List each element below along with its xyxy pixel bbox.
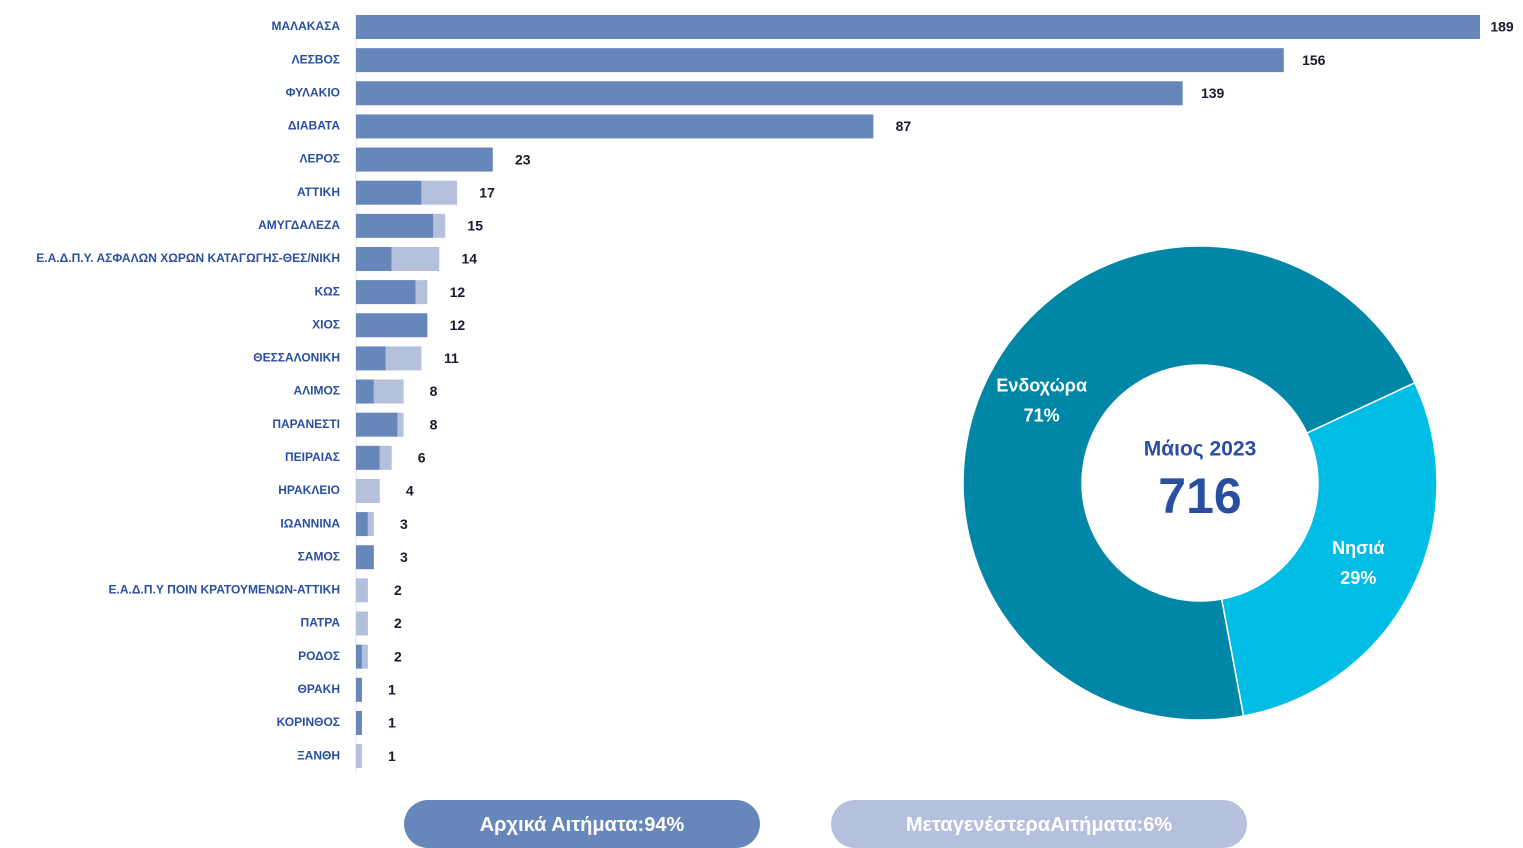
- bar-segment: [356, 412, 398, 437]
- bar-segment: [356, 578, 368, 603]
- bar-segment: [356, 313, 428, 338]
- bar-segment: [356, 48, 1284, 73]
- bar-segment: [356, 710, 362, 735]
- total-label: 8: [430, 416, 438, 432]
- total-label: 1: [388, 715, 396, 731]
- bar-segment: [385, 346, 422, 371]
- category-label: ΦΥΛΑΚΙΟ: [286, 85, 340, 99]
- category-label: ΠΕΙΡΑΙΑΣ: [285, 450, 340, 464]
- total-label: 11: [444, 350, 459, 366]
- bar-segment: [356, 478, 380, 503]
- donut-total: 716: [1158, 468, 1241, 524]
- bar-segment: [397, 412, 404, 437]
- category-label: ΠΑΤΡΑ: [301, 616, 341, 630]
- bar-segment: [356, 611, 368, 636]
- donut-slice: [962, 245, 1416, 721]
- category-label: ΧΙΟΣ: [312, 317, 340, 331]
- total-label: 1: [388, 748, 396, 764]
- total-label: 2: [394, 615, 402, 631]
- category-label: ΞΑΝΘΗ: [297, 748, 340, 762]
- category-label: ΑΤΤΙΚΗ: [297, 185, 340, 199]
- bar-segment: [356, 147, 493, 172]
- total-label: 15: [467, 218, 483, 234]
- slice-label: Ενδοχώρα: [996, 375, 1087, 395]
- bar-segment: [433, 213, 446, 238]
- bar-segment: [421, 180, 458, 205]
- category-label: Ε.Α.Δ.Π.Υ. ΑΣΦΑΛΩΝ ΧΩΡΩΝ ΚΑΤΑΓΩΓΗΣ-ΘΕΣ/Ν…: [36, 251, 340, 265]
- total-label: 189: [1490, 19, 1514, 35]
- total-label: 3: [400, 549, 408, 565]
- legend-name: ΜεταγενέστεραΑιτήματα:: [906, 814, 1143, 836]
- bar-segment: [373, 379, 404, 404]
- legend-label: ΜεταγενέστεραΑιτήματα:6%: [906, 814, 1172, 836]
- total-label: 1: [388, 682, 396, 698]
- slice-value: 71%: [1024, 405, 1060, 425]
- bar-segment: [356, 677, 362, 702]
- total-label: 8: [430, 383, 438, 399]
- category-label: ΑΜΥΓΔΑΛΕΖΑ: [258, 218, 340, 232]
- bar-segment: [415, 280, 428, 305]
- total-label: 2: [394, 648, 402, 664]
- category-label: ΜΑΛΑΚΑΣΑ: [271, 19, 340, 33]
- category-label: ΘΡΑΚΗ: [298, 682, 340, 696]
- category-label: ΚΩΣ: [315, 284, 341, 298]
- category-label: ΛΕΣΒΟΣ: [292, 52, 340, 66]
- donut-slice: [1220, 381, 1438, 717]
- bar-segment: [356, 644, 362, 669]
- bar-segment: [367, 512, 374, 537]
- legend-share: 6%: [1143, 814, 1172, 836]
- category-label: ΗΡΑΚΛΕΙΟ: [278, 483, 340, 497]
- legend-pill: [831, 800, 1247, 848]
- bar-segment: [356, 213, 434, 238]
- category-label: ΛΕΡΟΣ: [299, 152, 340, 166]
- bar-segment: [356, 379, 374, 404]
- category-label: ΣΑΜΟΣ: [298, 549, 340, 563]
- bar-segment: [379, 445, 392, 470]
- bar-segment: [356, 81, 1183, 106]
- total-label: 4: [406, 483, 414, 499]
- total-label: 156: [1302, 52, 1326, 68]
- total-label: 12: [450, 317, 466, 333]
- category-label: ΚΟΡΙΝΘΟΣ: [277, 715, 340, 729]
- total-label: 17: [479, 184, 495, 200]
- bar-segment: [356, 545, 374, 570]
- slice-value: 29%: [1340, 568, 1376, 588]
- legend-name: Αρχικά Αιτήματα:: [480, 814, 644, 836]
- donut-title: Μάιος 2023: [1144, 438, 1257, 461]
- bar-segment: [361, 644, 368, 669]
- category-label: Ε.Α.Δ.Π.Υ ΠΟΙΝ ΚΡΑΤΟΥΜΕΝΩΝ-ΑΤΤΙΚΗ: [109, 583, 340, 597]
- category-label: ΠΑΡΑΝΕΣΤΙ: [272, 417, 340, 431]
- total-label: 3: [400, 516, 408, 532]
- category-label: ΑΛΙΜΟΣ: [293, 384, 340, 398]
- total-label: 12: [450, 284, 466, 300]
- bar-segment: [356, 744, 362, 769]
- bar-segment: [356, 114, 874, 139]
- bar-segment: [356, 246, 392, 271]
- bar-segment: [356, 445, 380, 470]
- category-label: ΔΙΑΒΑΤΑ: [288, 119, 340, 133]
- category-label: ΡΟΔΟΣ: [298, 649, 340, 663]
- bar-segment: [356, 280, 416, 305]
- legend-share: 94%: [644, 814, 684, 836]
- total-label: 87: [896, 118, 912, 134]
- bar-segment: [356, 346, 386, 371]
- bar-segment: [356, 15, 1480, 39]
- bar-segment: [356, 512, 368, 537]
- legend-pill: [404, 800, 760, 848]
- total-label: 139: [1201, 85, 1225, 101]
- bar-segment: [391, 246, 440, 271]
- slice-label: Νησιά: [1332, 538, 1384, 558]
- category-label: ΘΕΣΣΑΛΟΝΙΚΗ: [253, 351, 340, 365]
- legend-label: Αρχικά Αιτήματα:94%: [480, 814, 685, 836]
- category-label: ΙΩΑΝΝΙΝΑ: [280, 516, 340, 530]
- total-label: 14: [461, 251, 477, 267]
- total-label: 23: [515, 151, 531, 167]
- total-label: 2: [394, 582, 402, 598]
- total-label: 6: [418, 450, 426, 466]
- bar-segment: [356, 180, 422, 205]
